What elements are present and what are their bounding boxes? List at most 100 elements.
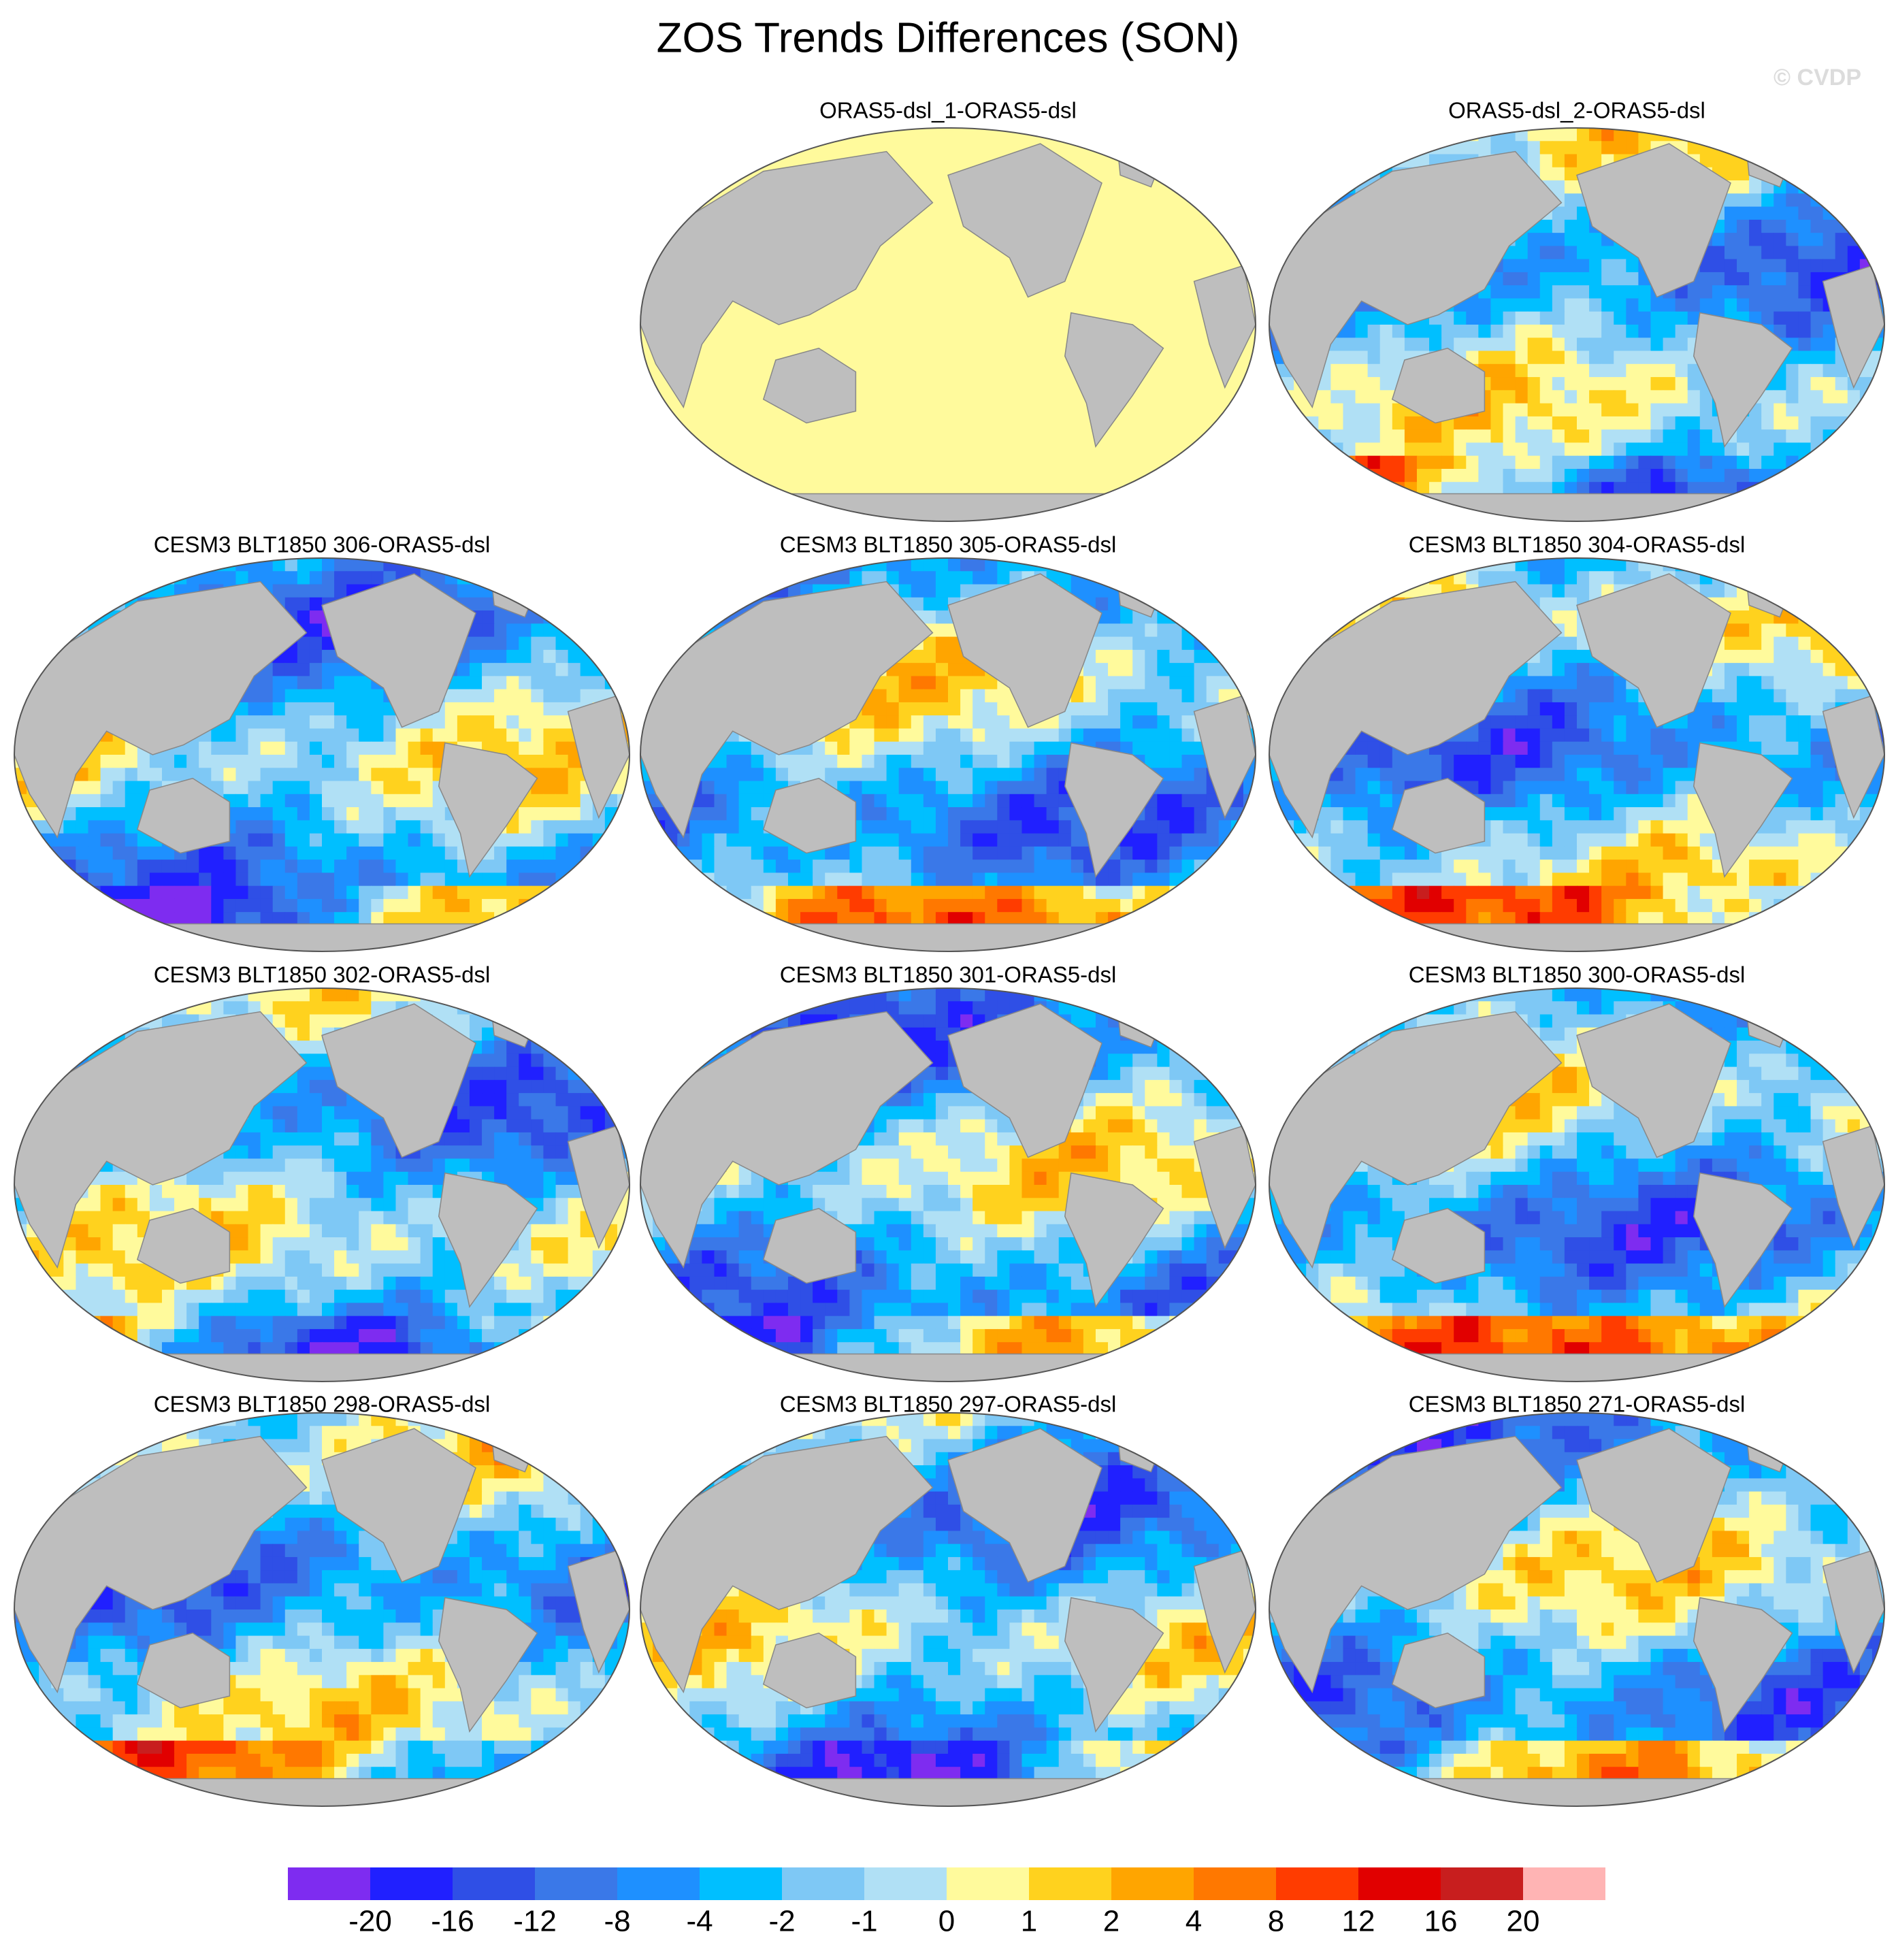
field-cell xyxy=(936,610,949,624)
field-cell xyxy=(1725,558,1737,572)
field-cell xyxy=(849,742,862,755)
field-cell xyxy=(1380,141,1393,154)
field-cell xyxy=(470,663,483,676)
field-cell xyxy=(1157,702,1170,716)
field-cell xyxy=(261,571,274,585)
field-cell xyxy=(273,715,286,729)
field-cell xyxy=(1552,364,1565,378)
field-cell xyxy=(310,637,323,651)
field-cell xyxy=(1712,571,1725,585)
field-cell xyxy=(581,847,593,860)
field-cell xyxy=(605,860,618,873)
field-cell xyxy=(1207,886,1220,900)
field-cell xyxy=(788,872,801,886)
field-cell xyxy=(1243,834,1256,847)
field-cell xyxy=(1108,610,1121,624)
field-cell xyxy=(593,886,606,900)
field-cell xyxy=(936,663,949,676)
field-cell xyxy=(1528,469,1541,483)
field-cell xyxy=(1368,585,1381,598)
field-cell xyxy=(640,886,653,900)
field-cell xyxy=(653,650,666,664)
field-cell xyxy=(371,872,384,886)
field-cell xyxy=(1848,141,1861,154)
field-cell xyxy=(1688,285,1701,299)
field-cell xyxy=(1243,623,1256,637)
field-cell xyxy=(1712,285,1725,299)
field-cell xyxy=(1021,886,1034,900)
field-cell xyxy=(1749,482,1762,495)
field-cell xyxy=(1565,571,1578,585)
field-cell xyxy=(1737,650,1750,664)
field-cell xyxy=(1478,429,1491,443)
field-cell xyxy=(1380,154,1393,168)
field-cell xyxy=(1071,872,1084,886)
field-cell xyxy=(470,702,483,716)
field-cell xyxy=(445,702,458,716)
field-cell xyxy=(51,585,64,598)
field-cell xyxy=(27,938,39,952)
field-cell xyxy=(677,899,690,913)
field-cell xyxy=(1872,637,1885,651)
field-cell xyxy=(1577,312,1590,325)
field-cell xyxy=(519,715,532,729)
field-cell xyxy=(739,558,752,572)
field-cell xyxy=(739,820,752,834)
field-cell xyxy=(519,847,532,860)
field-cell xyxy=(494,715,507,729)
field-cell xyxy=(1528,390,1541,404)
field-cell xyxy=(1368,571,1381,585)
field-cell xyxy=(1047,872,1060,886)
field-cell xyxy=(51,571,64,585)
field-cell xyxy=(653,872,666,886)
field-cell xyxy=(470,938,483,952)
field-cell xyxy=(1009,886,1022,900)
field-cell xyxy=(1737,508,1750,522)
field-cell xyxy=(1601,259,1614,273)
field-cell xyxy=(113,571,126,585)
field-cell xyxy=(223,847,236,860)
field-cell xyxy=(433,820,446,834)
field-cell xyxy=(297,728,310,742)
field-cell xyxy=(837,755,850,768)
field-cell xyxy=(1725,220,1737,233)
field-cell xyxy=(1848,637,1861,651)
field-cell xyxy=(1811,469,1824,483)
field-cell xyxy=(911,702,924,716)
field-cell xyxy=(51,860,64,873)
field-cell xyxy=(334,558,347,572)
field-cell xyxy=(936,585,949,598)
field-cell xyxy=(751,938,764,952)
field-cell xyxy=(261,755,274,768)
field-cell xyxy=(1872,207,1885,220)
field-cell xyxy=(1811,259,1824,273)
field-cell xyxy=(764,571,777,585)
field-cell xyxy=(702,807,715,821)
field-cell xyxy=(1552,416,1565,430)
field-cell xyxy=(1503,272,1516,286)
field-cell xyxy=(1650,390,1663,404)
field-cell xyxy=(76,834,88,847)
field-cell xyxy=(1503,338,1516,351)
field-cell xyxy=(1589,338,1602,351)
field-cell xyxy=(568,663,581,676)
field-cell xyxy=(1269,469,1282,483)
field-cell xyxy=(924,860,936,873)
field-cell xyxy=(1071,847,1084,860)
field-cell xyxy=(211,571,224,585)
field-cell xyxy=(1330,508,1343,522)
field-cell xyxy=(665,571,678,585)
field-cell xyxy=(433,728,446,742)
field-cell xyxy=(150,938,163,952)
field-cell xyxy=(1219,925,1232,938)
field-cell xyxy=(936,715,949,729)
field-cell xyxy=(1601,416,1614,430)
field-cell xyxy=(1417,338,1430,351)
field-cell xyxy=(1281,558,1294,572)
field-cell xyxy=(334,676,347,689)
field-cell xyxy=(1478,558,1491,572)
field-cell xyxy=(849,768,862,781)
field-cell xyxy=(739,807,752,821)
field-cell xyxy=(334,571,347,585)
field-cell xyxy=(395,781,408,795)
